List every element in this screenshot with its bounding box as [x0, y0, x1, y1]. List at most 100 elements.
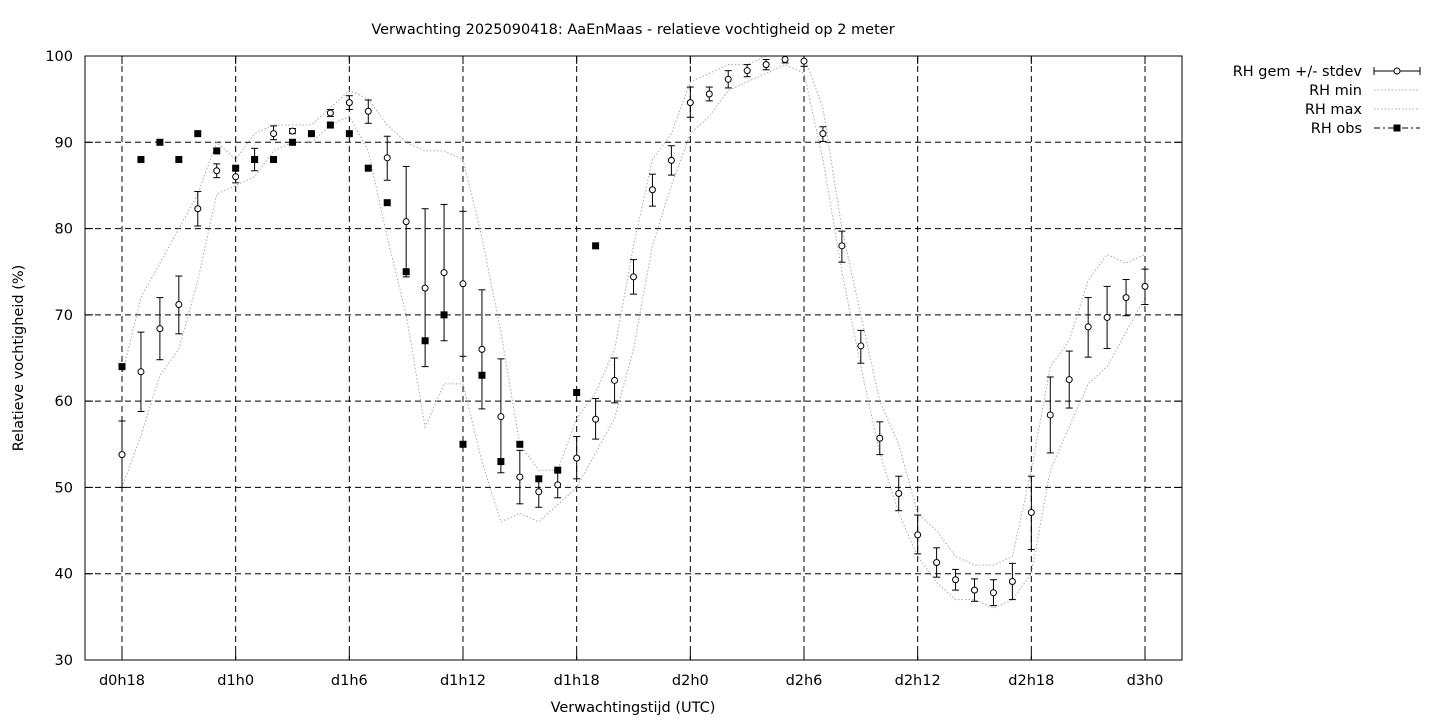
obs-point: [364, 164, 372, 172]
y-tick-label: 80: [55, 222, 73, 238]
mean-point: [592, 415, 600, 423]
mean-point: [383, 154, 391, 162]
plot-frame: [84, 55, 1183, 661]
x-tick-label: d2h18: [1008, 673, 1054, 689]
obs-point: [232, 164, 240, 172]
mean-point: [175, 301, 183, 309]
min-max-lines: [121, 55, 1146, 609]
x-tick-label: d3h0: [1127, 673, 1164, 689]
x-tick-label: d1h18: [554, 673, 600, 689]
mean-point: [819, 130, 827, 138]
mean-point: [1065, 376, 1073, 384]
mean-point: [743, 67, 751, 75]
x-tick-label: d2h0: [672, 673, 709, 689]
mean-point: [933, 558, 941, 566]
mean-point: [1103, 313, 1111, 321]
mean-point: [1027, 508, 1035, 516]
mean-point: [914, 531, 922, 539]
mean-point: [421, 284, 429, 292]
mean-point: [1122, 294, 1130, 302]
mean-point: [1084, 323, 1092, 331]
mean-point: [857, 342, 865, 350]
obs-point: [383, 199, 391, 207]
mean-point: [705, 90, 713, 98]
mean-point: [648, 186, 656, 194]
grid: [85, 56, 1182, 660]
mean-point: [1008, 577, 1016, 585]
obs-point: [307, 130, 315, 138]
mean-point: [194, 205, 202, 213]
obs-point: [478, 371, 486, 379]
x-axis-label: Verwachtingstijd (UTC): [551, 700, 716, 716]
obs-point: [573, 389, 581, 397]
y-tick-label: 90: [55, 135, 73, 151]
mean-point: [554, 481, 562, 489]
mean-point: [270, 130, 278, 138]
mean-point: [573, 454, 581, 462]
obs-point: [516, 440, 524, 448]
mean-point: [989, 589, 997, 597]
y-tick-label: 40: [55, 567, 73, 583]
legend-label: RH gem +/- stdev: [1233, 64, 1363, 80]
rh-min-line: [121, 64, 1146, 609]
obs-point: [289, 138, 296, 146]
mean-point: [876, 434, 884, 442]
y-tick-label: 50: [55, 480, 73, 496]
mean-point: [156, 325, 164, 333]
legend-swatch-marker: [1393, 124, 1401, 132]
obs-point: [270, 156, 278, 164]
chart-title: Verwachting 2025090418: AaEnMaas - relat…: [371, 22, 894, 38]
mean-point: [838, 242, 846, 250]
y-tick-label: 60: [55, 394, 73, 410]
legend-label: RH max: [1305, 102, 1363, 118]
y-tick-label: 70: [55, 308, 73, 324]
mean-point: [781, 55, 789, 63]
mean-point: [535, 488, 543, 496]
mean-point: [118, 451, 126, 459]
mean-point: [478, 345, 486, 353]
mean-point: [213, 167, 221, 175]
mean-point: [762, 61, 770, 69]
obs-point: [535, 475, 543, 483]
x-tick-label: d2h6: [786, 673, 823, 689]
mean-point: [402, 218, 410, 226]
obs-point: [440, 311, 448, 319]
obs-point: [175, 156, 183, 164]
x-tick-label: d1h0: [217, 673, 254, 689]
mean-point: [630, 273, 637, 281]
obs-point: [459, 440, 467, 448]
mean-point: [667, 156, 675, 164]
legend-label: RH obs: [1311, 121, 1362, 137]
obs-point: [137, 156, 145, 164]
obs-point: [194, 130, 202, 138]
observation-series: [118, 121, 600, 483]
obs-point: [156, 138, 164, 146]
mean-point: [724, 75, 732, 83]
mean-point: [364, 107, 372, 115]
obs-point: [592, 242, 600, 250]
mean-point: [345, 99, 353, 107]
mean-point: [800, 57, 808, 65]
rh-max-line: [121, 55, 1146, 566]
mean-point: [1141, 282, 1149, 290]
obs-point: [421, 337, 429, 345]
y-tick-label: 100: [45, 49, 73, 65]
x-tick-label: d0h18: [99, 673, 145, 689]
obs-point: [213, 147, 221, 155]
obs-point: [326, 121, 334, 129]
mean-point: [686, 99, 694, 107]
mean-point: [137, 368, 145, 376]
obs-point: [497, 458, 505, 466]
obs-point: [251, 156, 259, 164]
mean-point: [895, 489, 903, 497]
x-tick-label: d1h12: [440, 673, 486, 689]
mean-point: [459, 280, 467, 288]
obs-point: [345, 130, 353, 138]
legend-swatch-marker: [1393, 67, 1401, 75]
obs-point: [554, 466, 562, 474]
mean-point: [497, 413, 505, 421]
obs-point: [402, 268, 410, 276]
legend: RH gem +/- stdev RH min RH max RH obs: [1233, 64, 1421, 137]
x-tick-label: d1h6: [331, 673, 368, 689]
